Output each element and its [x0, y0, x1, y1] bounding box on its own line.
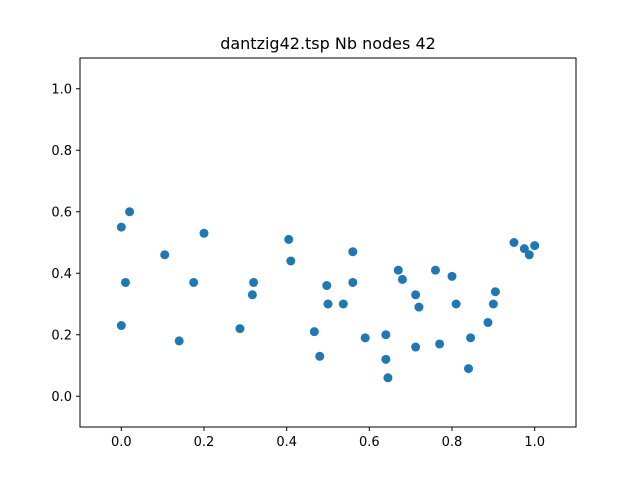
- data-point: [348, 247, 358, 257]
- y-tick-label: 1.0: [51, 82, 72, 97]
- x-tick-label: 0.8: [442, 435, 463, 450]
- x-tick-label: 0.0: [111, 435, 132, 450]
- data-point: [199, 228, 209, 238]
- data-point: [235, 324, 245, 334]
- data-point: [116, 321, 126, 331]
- data-point: [247, 290, 257, 300]
- data-point: [488, 299, 498, 309]
- data-point: [411, 290, 421, 300]
- data-point: [348, 277, 358, 287]
- data-point: [490, 287, 500, 297]
- x-tick-label: 0.2: [194, 435, 215, 450]
- y-tick-label: 0.8: [51, 144, 72, 159]
- x-tick-label: 0.6: [359, 435, 380, 450]
- data-point: [451, 299, 461, 309]
- plot-frame: [79, 57, 577, 428]
- data-point: [284, 234, 294, 244]
- data-point: [286, 256, 296, 266]
- data-point: [249, 277, 259, 287]
- data-point: [315, 351, 325, 361]
- data-point: [464, 364, 474, 374]
- data-point: [338, 299, 348, 309]
- data-point: [116, 222, 126, 232]
- data-point: [381, 354, 391, 364]
- x-tick-label: 1.0: [524, 435, 545, 450]
- data-point: [381, 330, 391, 340]
- data-point: [519, 244, 529, 254]
- data-point: [309, 327, 319, 337]
- data-point: [530, 241, 540, 251]
- plot-area: [116, 207, 540, 383]
- data-point: [383, 373, 393, 383]
- data-point: [397, 274, 407, 284]
- chart-title: dantzig42.tsp Nb nodes 42: [220, 34, 436, 53]
- y-axis: 0.0 0.2 0.4 0.6 0.8 1.0: [51, 82, 80, 405]
- data-point: [322, 281, 332, 291]
- data-point: [125, 207, 135, 217]
- x-axis: 0.0 0.2 0.4 0.6 0.8 1.0: [111, 427, 545, 450]
- data-point: [524, 250, 534, 260]
- data-point: [174, 336, 184, 346]
- data-point: [466, 333, 476, 343]
- data-point: [411, 342, 421, 352]
- data-point: [323, 299, 333, 309]
- x-tick-label: 0.4: [276, 435, 297, 450]
- y-tick-label: 0.2: [51, 328, 72, 343]
- data-point: [483, 317, 493, 327]
- data-point: [414, 302, 424, 312]
- data-point: [189, 277, 199, 287]
- y-tick-label: 0.6: [51, 205, 72, 220]
- data-point: [447, 271, 457, 281]
- data-point: [509, 238, 519, 247]
- data-point: [430, 265, 440, 275]
- data-point: [360, 333, 370, 343]
- data-point: [160, 250, 170, 260]
- data-point: [120, 277, 130, 287]
- y-tick-label: 0.0: [51, 390, 72, 405]
- data-point: [435, 339, 445, 349]
- y-tick-label: 0.4: [51, 267, 72, 282]
- data-point: [393, 265, 403, 275]
